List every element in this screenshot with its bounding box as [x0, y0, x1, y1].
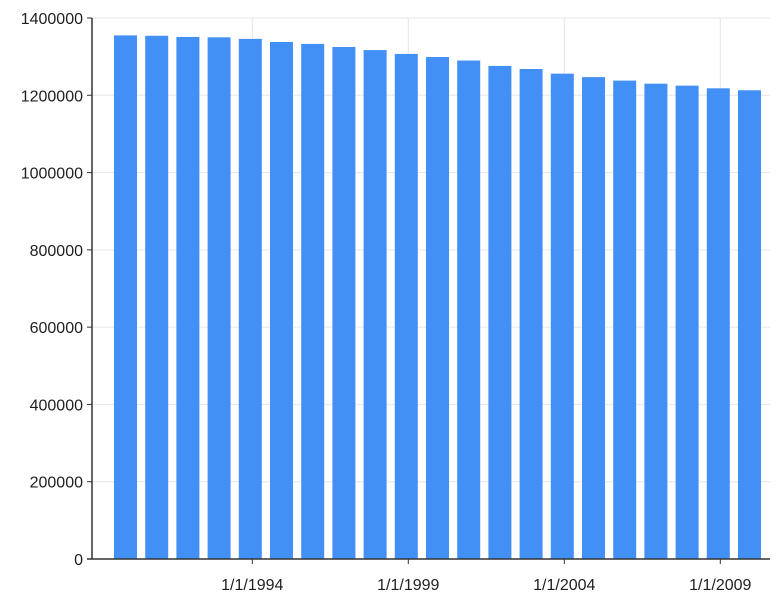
bar — [238, 38, 262, 560]
bar — [550, 73, 574, 559]
bar — [613, 80, 637, 559]
y-tick-label: 1200000 — [21, 88, 83, 105]
y-tick-label: 600000 — [30, 320, 83, 337]
bar — [519, 69, 543, 559]
y-tick-labels: 0 200000 400000 600000 800000 1000000 1200000 1… — [21, 11, 83, 569]
bar — [176, 36, 200, 560]
y-tick-label: 1400000 — [21, 11, 83, 28]
bar — [457, 60, 481, 559]
bar — [706, 88, 730, 559]
x-tick-labels: 1/1/1994 1/1/1999 1/1/2004 1/1/2009 — [221, 577, 751, 594]
bar — [582, 77, 605, 560]
x-tick-label: 1/1/2009 — [689, 577, 751, 594]
bar — [207, 37, 231, 560]
x-tick-label: 1/1/1994 — [221, 577, 283, 594]
bars — [114, 35, 761, 560]
y-tick-label: 400000 — [30, 397, 83, 414]
bar — [738, 90, 761, 559]
y-tick-label: 0 — [74, 552, 83, 569]
bar — [644, 83, 668, 559]
y-tick-label: 200000 — [30, 475, 83, 492]
bar — [363, 50, 387, 559]
y-tick-label: 1000000 — [21, 166, 83, 183]
x-tick-label: 1/1/2004 — [533, 577, 595, 594]
bar — [145, 35, 169, 560]
y-tick-label: 800000 — [30, 243, 83, 260]
bar — [332, 46, 356, 560]
bar — [426, 57, 449, 559]
bar — [301, 43, 325, 560]
bar — [270, 41, 293, 560]
axes — [87, 17, 770, 564]
bar — [488, 65, 512, 559]
bar — [675, 85, 699, 559]
bar — [394, 53, 418, 559]
x-tick-label: 1/1/1999 — [377, 577, 439, 594]
bar — [114, 35, 137, 560]
